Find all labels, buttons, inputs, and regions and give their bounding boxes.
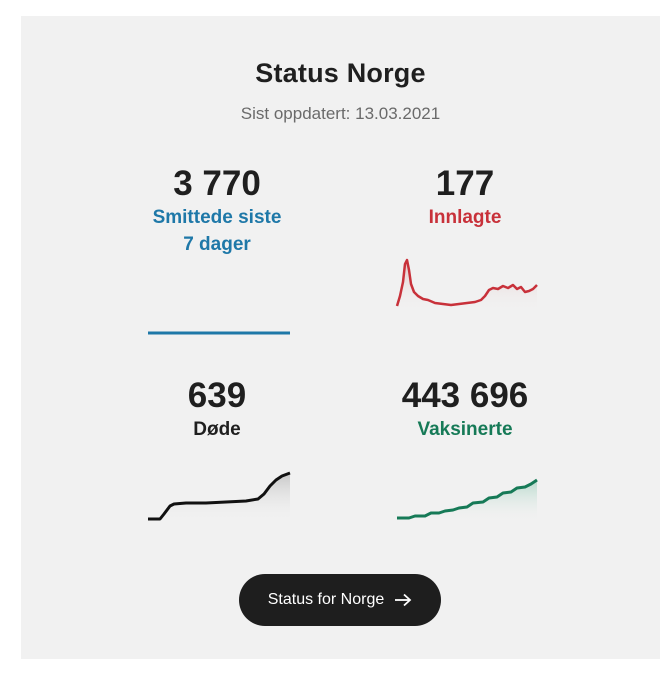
stat-label-line1: Smittede siste [152, 207, 282, 228]
stat-infected: 3 770 Smittede siste 7 dager [117, 164, 317, 258]
status-card: Status Norge Sist oppdatert: 13.03.2021 … [21, 16, 660, 659]
arrow-right-icon [395, 593, 412, 607]
stat-label: Vaksinerte [417, 419, 513, 440]
stat-value: 639 [187, 376, 247, 415]
last-updated: Sist oppdatert: 13.03.2021 [240, 104, 441, 123]
stat-deaths: 639 Døde [117, 376, 317, 443]
cta-label: Status for Norge [267, 591, 385, 608]
deaths-sparkline [148, 471, 291, 522]
page-title: Status Norge [255, 58, 426, 88]
stat-label: Innlagte [428, 207, 502, 228]
vaccinated-sparkline [397, 478, 538, 522]
stat-hospitalized: 177 Innlagte [365, 164, 565, 231]
stat-label: Smittede siste 7 dager [117, 204, 317, 258]
stat-value: 443 696 [401, 376, 529, 415]
stat-value: 3 770 [173, 164, 261, 203]
stat-label-line2: 7 dager [183, 234, 251, 255]
hospitalized-sparkline [395, 258, 538, 312]
status-for-norway-button[interactable]: Status for Norge [239, 574, 441, 626]
stat-value: 177 [435, 164, 495, 203]
infected-sparkline [148, 331, 290, 335]
stat-label: Døde [193, 419, 241, 440]
stat-vaccinated: 443 696 Vaksinerte [365, 376, 565, 443]
